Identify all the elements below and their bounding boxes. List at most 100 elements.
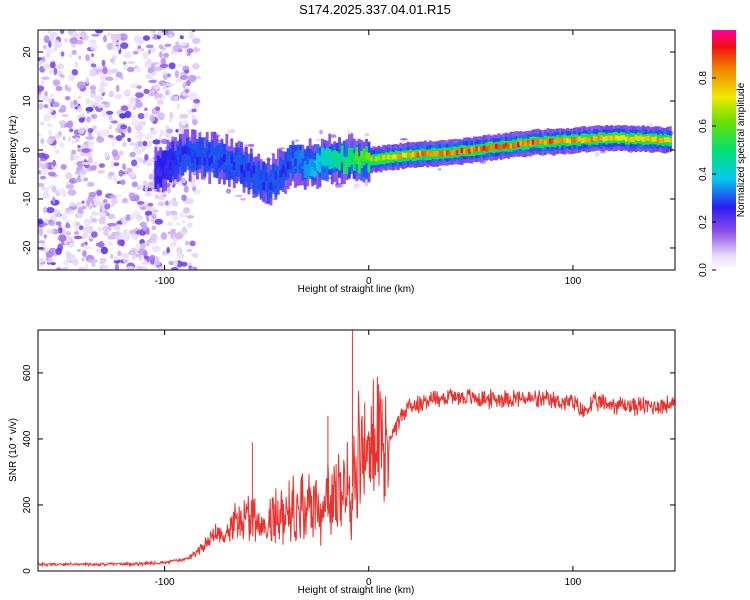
noise-speckle — [145, 73, 154, 80]
ridge-cell — [463, 148, 466, 154]
halo-blob — [295, 139, 299, 143]
noise-speckle — [72, 220, 78, 228]
noise-speckle — [191, 63, 200, 70]
ridge-cell — [357, 156, 361, 174]
noise-speckle — [50, 93, 54, 99]
ridge-cell — [237, 163, 241, 172]
noise-speckle — [74, 170, 81, 175]
noise-speckle — [192, 118, 198, 126]
noise-speckle — [58, 120, 67, 126]
noise-speckle — [177, 127, 186, 134]
ridge-cell — [384, 154, 388, 160]
ridge-cell — [615, 135, 618, 141]
noise-speckle — [170, 95, 175, 102]
ridge-cell — [521, 140, 525, 146]
ridge-cell — [191, 155, 194, 164]
ridge-cell — [592, 135, 596, 141]
ridge-cell — [499, 144, 503, 150]
noise-speckle — [90, 43, 98, 51]
ridge-cell — [223, 154, 226, 163]
noise-speckle — [157, 99, 164, 106]
ridge-cell — [360, 151, 364, 160]
halo-blob — [203, 177, 207, 180]
ridge-cell — [303, 163, 307, 172]
noise-speckle — [91, 53, 95, 58]
ridge-cell — [262, 182, 266, 191]
noise-speckle — [146, 93, 150, 99]
noise-speckle — [168, 34, 174, 38]
y-tick-label: 10 — [22, 95, 33, 107]
noise-speckle — [130, 213, 135, 221]
ridge-cell — [294, 158, 297, 167]
noise-speckle — [52, 196, 56, 204]
ridge-cell — [316, 160, 319, 168]
ridge-cell — [453, 149, 457, 155]
noise-speckle — [82, 161, 90, 166]
ridge-cell — [166, 150, 170, 168]
noise-speckle — [86, 199, 91, 207]
spectrogram-xlabel: Height of straight line (km) — [298, 284, 415, 295]
noise-speckle — [77, 248, 81, 253]
noise-speckle — [98, 163, 106, 168]
noise-speckle — [81, 200, 85, 204]
noise-speckle — [108, 171, 115, 177]
ridge-cell — [178, 154, 182, 163]
noise-speckle — [154, 92, 163, 99]
noise-speckle — [82, 232, 89, 240]
noise-speckle — [87, 128, 94, 133]
noise-speckle — [66, 253, 73, 261]
ridge-cell — [379, 155, 383, 161]
noise-speckle — [99, 81, 108, 88]
noise-speckle — [89, 100, 95, 108]
noise-speckle — [123, 64, 127, 70]
noise-speckle — [168, 62, 176, 70]
ridge-cell — [296, 165, 300, 174]
noise-speckle — [65, 172, 73, 180]
noise-speckle — [106, 42, 113, 50]
ridge-cell — [215, 144, 219, 163]
noise-speckle — [56, 63, 65, 70]
y-tick-label: 0 — [22, 568, 33, 574]
noise-speckle — [121, 217, 127, 225]
ridge-cell — [507, 143, 511, 149]
noise-speckle — [186, 215, 194, 219]
noise-speckle — [143, 255, 149, 260]
noise-speckle — [169, 111, 174, 120]
noise-speckle — [81, 205, 87, 210]
ridge-cell — [183, 145, 187, 154]
ridge-cell — [607, 135, 611, 141]
ridge-cell — [193, 151, 197, 159]
noise-speckle — [159, 63, 169, 68]
halo-blob — [600, 151, 606, 154]
noise-speckle — [132, 115, 136, 119]
noise-speckle — [144, 134, 153, 140]
ridge-cell — [264, 172, 268, 181]
noise-speckle — [151, 225, 157, 231]
noise-speckle — [135, 243, 141, 251]
noise-speckle — [123, 89, 131, 96]
noise-speckle — [74, 178, 83, 183]
noise-speckle — [128, 96, 136, 105]
noise-speckle — [142, 35, 150, 41]
snr-xlabel: Height of straight line (km) — [298, 585, 415, 596]
noise-speckle — [164, 134, 172, 138]
ridge-cell — [166, 159, 170, 168]
ridge-cell — [497, 144, 501, 150]
noise-speckle — [140, 242, 146, 249]
y-tick-label: -20 — [22, 240, 33, 255]
ridge-cell — [235, 160, 239, 169]
ridge-cell — [161, 159, 165, 168]
ridge-cell — [357, 156, 361, 165]
noise-speckle — [146, 58, 152, 66]
ridge-cell — [374, 156, 378, 162]
noise-speckle — [173, 95, 179, 102]
noise-speckle — [60, 51, 65, 57]
noise-speckle — [189, 240, 196, 247]
noise-speckle — [65, 231, 72, 236]
snr-series-line — [38, 376, 675, 568]
noise-speckle — [98, 211, 107, 218]
ridge-cell — [482, 145, 486, 151]
noise-speckle — [116, 194, 122, 198]
noise-speckle — [165, 89, 170, 96]
